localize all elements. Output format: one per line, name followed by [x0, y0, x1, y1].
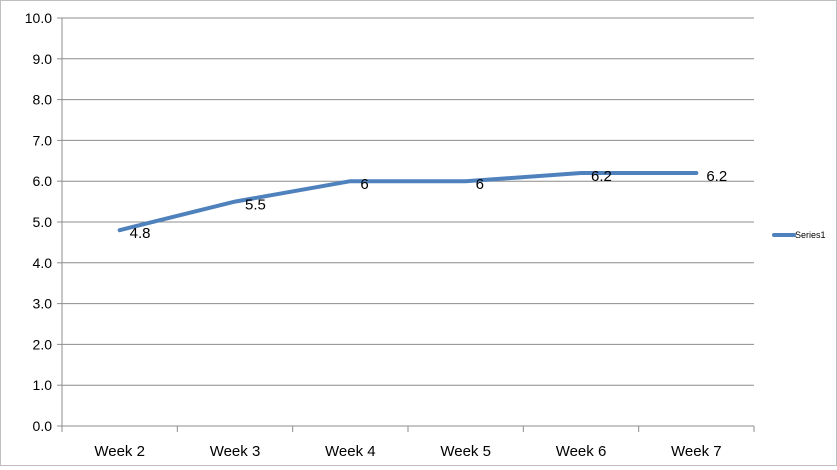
y-tick-label: 1.0 [33, 377, 53, 393]
grid-lines [62, 17, 754, 386]
x-axis-tick-labels: Week 2 Week 3 Week 4 Week 5 Week 6 Week 7 [94, 443, 721, 460]
data-point [465, 180, 467, 182]
x-tick-label: Week 4 [325, 443, 376, 460]
data-point [119, 229, 121, 231]
y-axis-tick-labels: 0.0 1.0 2.0 3.0 4.0 5.0 6.0 7.0 8.0 9.0 10.0 [25, 10, 52, 434]
y-tick-label: 5.0 [33, 214, 53, 230]
y-tick-label: 6.0 [33, 173, 53, 189]
data-point [234, 201, 236, 203]
x-tick-label: Week 5 [440, 443, 491, 460]
x-tick-label: Week 3 [210, 443, 261, 460]
data-label: 6 [476, 176, 484, 193]
data-label: 6 [360, 176, 368, 193]
y-tick-label: 2.0 [33, 336, 53, 352]
x-tick-label: Week 7 [671, 443, 722, 460]
data-label: 6.2 [591, 168, 612, 185]
y-tick-label: 10.0 [25, 10, 52, 26]
data-label: 4.8 [130, 225, 151, 242]
legend: Series1 [772, 230, 826, 240]
y-tick-label: 7.0 [33, 132, 53, 148]
x-tick-label: Week 2 [94, 443, 145, 460]
y-tick-label: 9.0 [33, 51, 53, 67]
data-point [580, 172, 582, 174]
data-point [695, 172, 697, 174]
y-tick-label: 4.0 [33, 255, 53, 271]
y-tick-label: 3.0 [33, 296, 53, 312]
axes [57, 17, 755, 432]
data-labels: 4.8 5.5 6 6 6.2 6.2 [130, 168, 728, 242]
data-label: 5.5 [245, 197, 266, 214]
data-point [349, 180, 351, 182]
y-tick-label: 8.0 [33, 92, 53, 108]
data-label: 6.2 [706, 168, 727, 185]
y-tick-label: 0.0 [33, 418, 53, 434]
legend-label: Series1 [795, 230, 826, 240]
series-line [117, 171, 699, 233]
x-tick-label: Week 6 [556, 443, 607, 460]
series-lines [117, 171, 699, 233]
